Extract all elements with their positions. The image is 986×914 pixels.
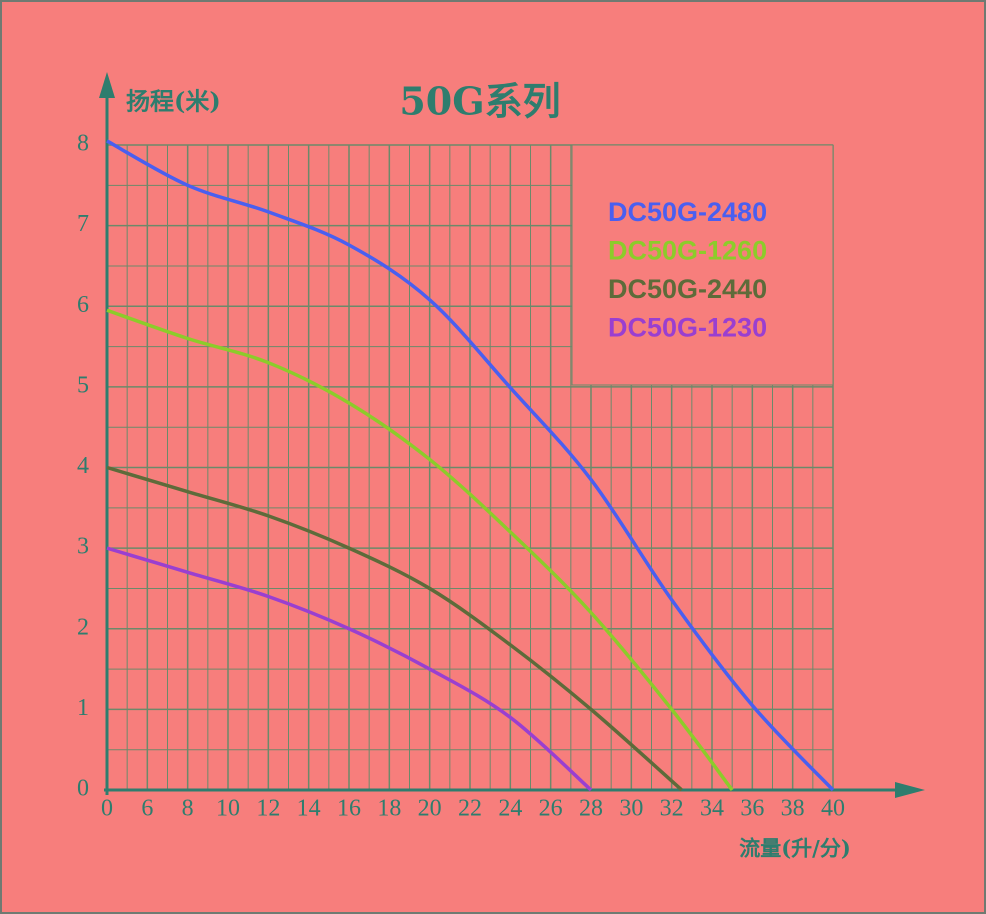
x-tick-label: 0 xyxy=(101,796,113,822)
x-tick-label: 6 xyxy=(141,796,153,822)
legend-label: DC50G-1230 xyxy=(608,313,767,343)
legend-label: DC50G-2480 xyxy=(608,197,767,227)
y-tick-label: 4 xyxy=(77,453,89,479)
chart-title: 50G系列 xyxy=(399,79,560,124)
y-tick-label: 1 xyxy=(77,695,89,721)
x-tick-label: 30 xyxy=(619,796,643,822)
line xyxy=(106,546,593,792)
x-tick-label: 16 xyxy=(337,796,361,822)
y-axis-label: 扬程(米) xyxy=(126,87,221,116)
y-tick-label: 2 xyxy=(77,614,89,640)
line xyxy=(106,139,835,792)
y-tick-label: 5 xyxy=(77,372,89,398)
y-tick-label: 0 xyxy=(77,776,89,802)
y-tick-label: 8 xyxy=(77,131,89,157)
x-arrow xyxy=(895,782,925,798)
legend-label: DC50G-1260 xyxy=(608,236,767,266)
x-tick-label: 40 xyxy=(821,796,845,822)
y-tick-label: 3 xyxy=(77,534,89,560)
y-tick-label: 6 xyxy=(77,292,89,318)
x-axis-label: 流量(升/分) xyxy=(739,836,851,861)
x-tick-label: 22 xyxy=(458,796,482,822)
x-tick-label: 26 xyxy=(539,796,563,822)
x-tick-label: 14 xyxy=(297,796,321,822)
x-tick-label: 24 xyxy=(498,796,522,822)
y-tick-label: 7 xyxy=(77,211,89,237)
x-tick-label: 8 xyxy=(182,796,194,822)
legend-box xyxy=(571,144,834,386)
x-tick-label: 12 xyxy=(256,796,280,822)
line xyxy=(106,465,683,792)
legend-label: DC50G-2440 xyxy=(608,274,767,304)
x-tick-label: 10 xyxy=(216,796,240,822)
line xyxy=(106,308,734,792)
x-tick-label: 38 xyxy=(781,796,805,822)
x-tick-label: 32 xyxy=(660,796,684,822)
y-arrow xyxy=(99,72,115,98)
x-tick-label: 18 xyxy=(377,796,401,822)
x-tick-label: 36 xyxy=(740,796,764,822)
x-tick-label: 28 xyxy=(579,796,603,822)
x-tick-label: 20 xyxy=(418,796,442,822)
x-tick-label: 34 xyxy=(700,796,724,822)
